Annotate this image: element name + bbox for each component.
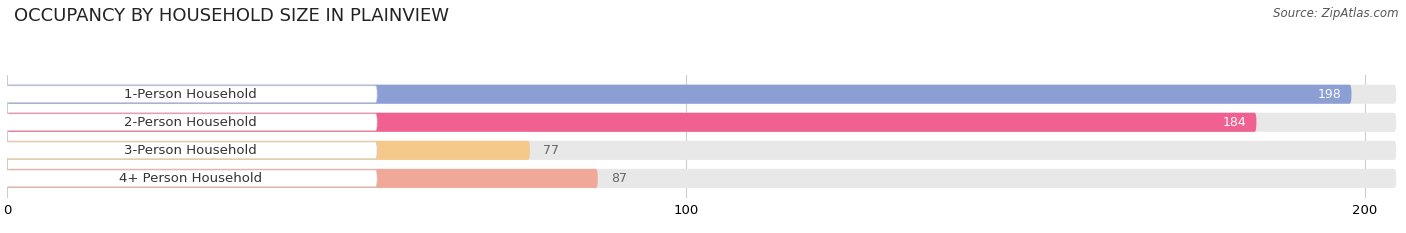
Text: 1-Person Household: 1-Person Household xyxy=(124,88,257,101)
FancyBboxPatch shape xyxy=(7,141,530,160)
FancyBboxPatch shape xyxy=(7,113,1396,132)
FancyBboxPatch shape xyxy=(4,142,377,159)
FancyBboxPatch shape xyxy=(7,141,1396,160)
Text: 3-Person Household: 3-Person Household xyxy=(124,144,257,157)
FancyBboxPatch shape xyxy=(4,170,377,187)
Text: Source: ZipAtlas.com: Source: ZipAtlas.com xyxy=(1274,7,1399,20)
FancyBboxPatch shape xyxy=(4,86,377,103)
FancyBboxPatch shape xyxy=(7,113,1257,132)
Text: 77: 77 xyxy=(544,144,560,157)
Text: 184: 184 xyxy=(1222,116,1246,129)
FancyBboxPatch shape xyxy=(7,85,1396,104)
Text: 87: 87 xyxy=(612,172,627,185)
FancyBboxPatch shape xyxy=(7,85,1351,104)
Text: 4+ Person Household: 4+ Person Household xyxy=(118,172,262,185)
Text: OCCUPANCY BY HOUSEHOLD SIZE IN PLAINVIEW: OCCUPANCY BY HOUSEHOLD SIZE IN PLAINVIEW xyxy=(14,7,449,25)
Text: 198: 198 xyxy=(1317,88,1341,101)
FancyBboxPatch shape xyxy=(4,114,377,131)
FancyBboxPatch shape xyxy=(7,169,1396,188)
Text: 2-Person Household: 2-Person Household xyxy=(124,116,257,129)
FancyBboxPatch shape xyxy=(7,169,598,188)
